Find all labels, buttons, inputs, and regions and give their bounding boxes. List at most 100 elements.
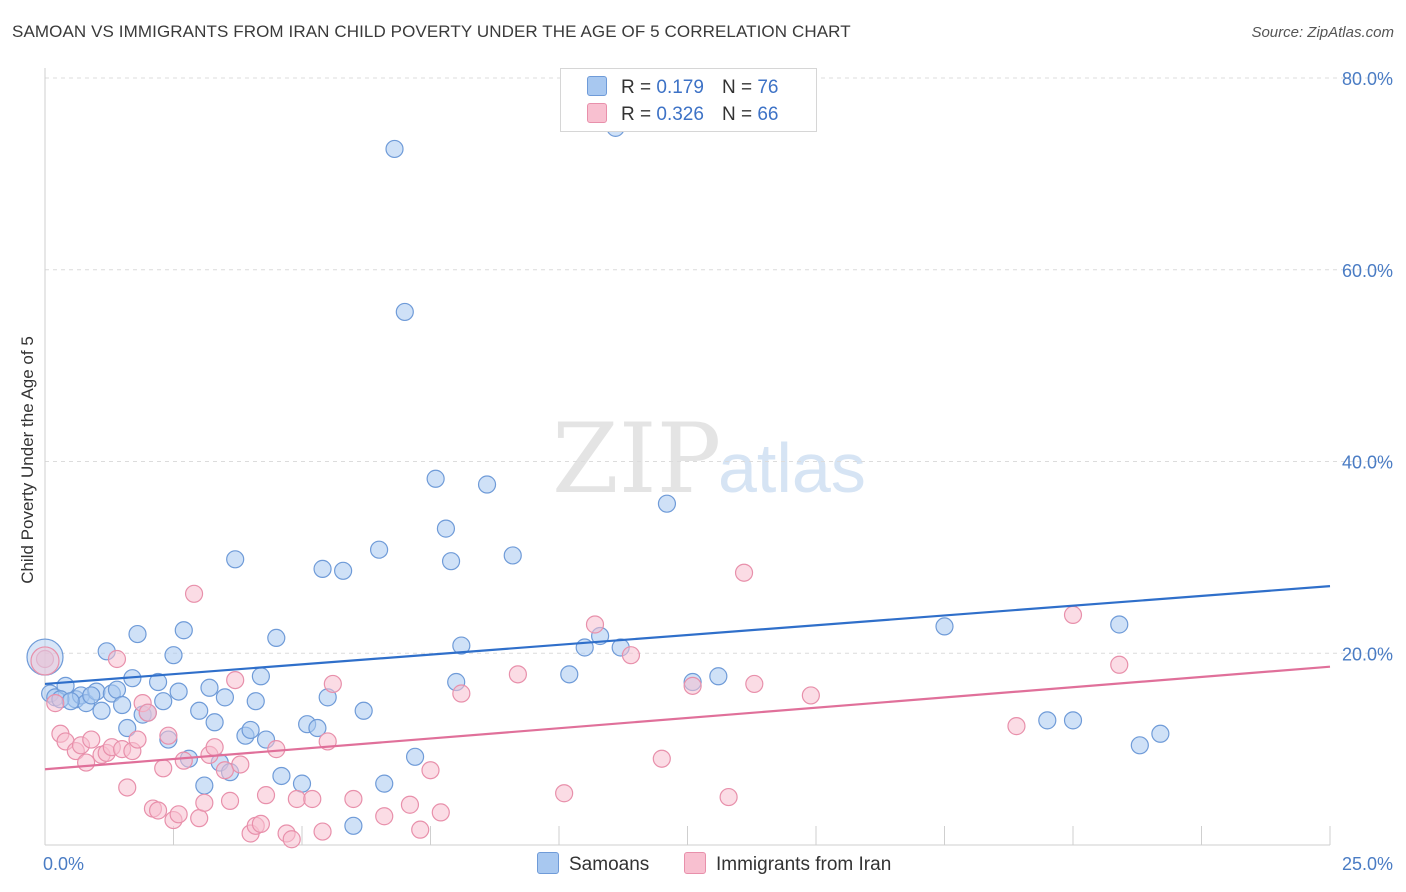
samoans-point: [195, 776, 214, 795]
samoans-point: [82, 686, 101, 705]
legend-n-value: 66: [757, 104, 779, 125]
y-tick-label: 80.0%: [1342, 69, 1393, 89]
legend-n-label: N =: [721, 77, 753, 98]
series-legend-samoans: Samoans: [537, 852, 649, 876]
samoans-point: [1130, 736, 1149, 755]
legend-swatch-iran: [587, 103, 607, 123]
samoans-point: [118, 718, 137, 738]
samoans-point: [92, 701, 111, 720]
samoans-point: [452, 636, 471, 655]
samoans-point: [205, 713, 224, 732]
iran-point: [231, 755, 250, 774]
iran-point: [215, 761, 234, 780]
samoans-point: [267, 628, 286, 648]
iran-point: [159, 726, 178, 745]
iran-point: [411, 820, 430, 839]
iran-point: [555, 784, 574, 803]
legend-r-value: 0.179: [656, 77, 704, 98]
series-legend: Samoans Immigrants from Iran: [0, 852, 1406, 878]
legend-row-samoans: R = 0.179 N = 76: [587, 76, 778, 100]
iran-point: [195, 793, 214, 812]
y-tick-label: 40.0%: [1342, 453, 1393, 473]
series-legend-iran: Immigrants from Iran: [684, 852, 891, 876]
watermark-atlas: atlas: [718, 429, 866, 507]
iran-point: [652, 749, 671, 768]
iran-point: [313, 822, 332, 841]
iran-point: [719, 787, 738, 807]
samoans-point: [246, 692, 265, 711]
iran-point: [323, 674, 342, 694]
iran-point: [344, 789, 363, 809]
iran-point: [303, 789, 322, 809]
watermark-zip: ZIP: [552, 403, 721, 515]
samoans-point: [308, 718, 327, 738]
samoans-point: [1110, 615, 1129, 634]
samoans-point: [441, 552, 461, 571]
iran-point: [148, 801, 168, 820]
samoans-trend-line: [44, 585, 1331, 686]
iran-point: [82, 730, 101, 749]
samoans-point: [436, 519, 456, 538]
samoans-point: [128, 624, 147, 644]
iran-point: [683, 676, 702, 695]
legend-r-label: R =: [621, 77, 652, 98]
x-tick-label-max: 25.0%: [1342, 854, 1393, 874]
iran-point: [154, 759, 173, 778]
series-label-iran: Immigrants from Iran: [716, 854, 892, 875]
legend-r-label: R =: [621, 104, 652, 125]
iran-point: [452, 684, 471, 703]
iran-point: [400, 795, 420, 814]
samoans-point: [272, 766, 291, 786]
iran-point: [801, 686, 820, 705]
iran-point: [220, 791, 240, 810]
samoans-point: [112, 695, 132, 715]
iran-point: [138, 703, 157, 722]
source-label: Source: ZipAtlas.com: [1251, 24, 1394, 41]
samoans-point: [169, 682, 188, 701]
iran-point: [251, 814, 270, 834]
y-tick-label: 60.0%: [1342, 261, 1393, 281]
iran-point: [256, 786, 276, 805]
iran-point: [30, 646, 60, 676]
iran-point: [745, 674, 764, 694]
gridlines: [45, 77, 1392, 654]
iran-point: [287, 789, 306, 809]
samoans-point: [154, 692, 173, 711]
samoans-point: [657, 494, 677, 513]
series-label-samoans: Samoans: [569, 854, 650, 875]
legend-n-label: N =: [721, 104, 753, 125]
iran-point: [734, 563, 754, 582]
iran-point: [421, 761, 440, 780]
samoans-point: [385, 139, 404, 159]
iran-point: [1110, 655, 1129, 674]
samoans-point: [1063, 711, 1083, 730]
samoans-point: [1038, 711, 1057, 730]
iran-point: [77, 753, 96, 772]
samoans-point: [313, 559, 332, 578]
data-points: [26, 118, 1170, 849]
samoans-point: [174, 621, 193, 640]
iran-point: [1063, 605, 1083, 625]
correlation-legend: R = 0.179 N = 76 R = 0.326 N = 66: [560, 68, 817, 132]
x-tick-label-min: 0.0%: [43, 854, 84, 874]
samoans-point: [164, 646, 183, 665]
chart-title: SAMOAN VS IMMIGRANTS FROM IRAN CHILD POV…: [12, 22, 851, 41]
iran-point: [169, 805, 188, 824]
iran-point: [621, 646, 641, 665]
samoans-point: [334, 561, 353, 580]
samoans-point: [1151, 724, 1170, 743]
iran-point: [205, 738, 224, 757]
iran-point: [118, 778, 137, 797]
samoans-point: [395, 302, 414, 322]
iran-point: [190, 809, 209, 828]
legend-n-value: 76: [757, 77, 779, 98]
samoans-point: [148, 672, 168, 692]
samoans-point: [226, 550, 245, 569]
samoans-point: [354, 701, 373, 720]
samoans-point: [200, 678, 219, 697]
iran-point: [585, 615, 605, 634]
iran-point: [184, 584, 204, 603]
iran-point: [375, 807, 394, 826]
samoans-point: [251, 667, 270, 686]
